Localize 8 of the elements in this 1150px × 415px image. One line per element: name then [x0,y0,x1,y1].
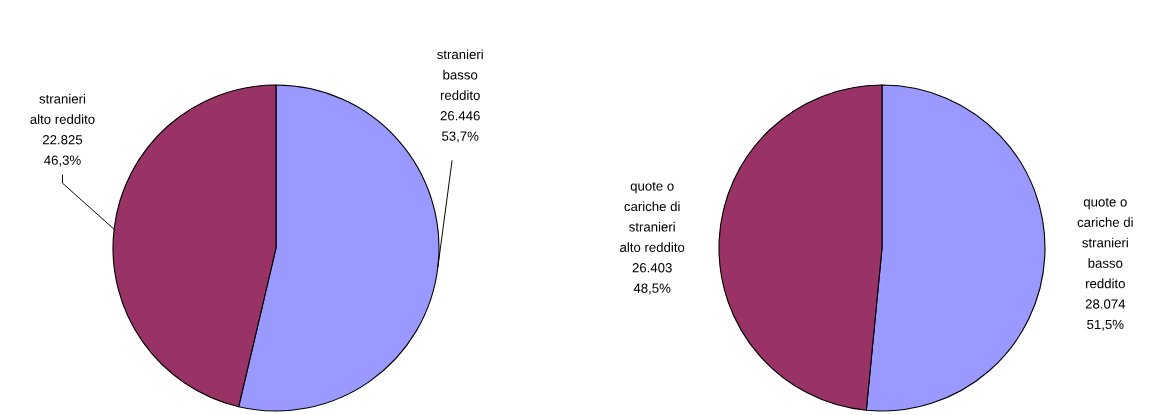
slice-label: stranieri alto reddito [30,93,95,124]
data-label: 22.825 46,3% [42,135,83,167]
slice-label: stranieri basso reddito [437,49,483,100]
data-label: 26.446 53,7% [440,111,480,143]
data-label: 26.403 48,5% [632,263,672,295]
slice-label: quote o cariche di stranieri basso reddito [1077,197,1133,289]
data-label: 28.074 51,5% [1085,299,1126,331]
slice-label: quote o cariche di stranieri alto reddito [620,182,685,252]
